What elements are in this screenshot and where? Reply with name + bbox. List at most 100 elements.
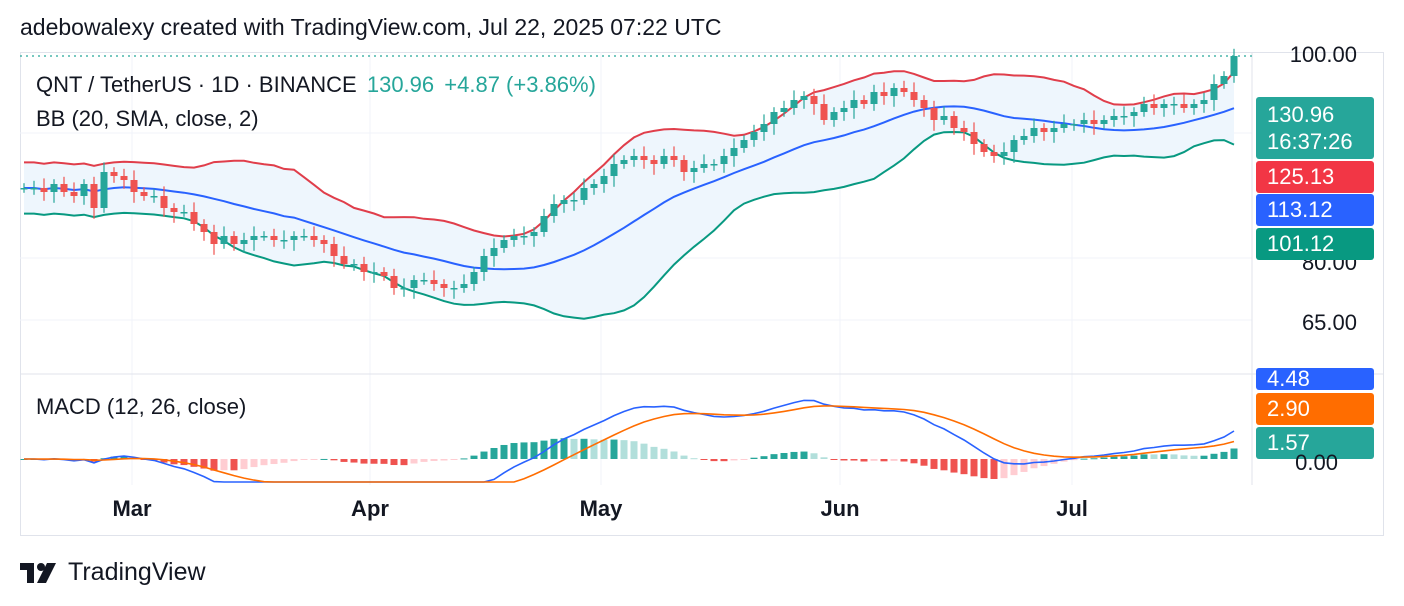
macd-histogram-bar (1220, 451, 1228, 459)
tradingview-logo-icon (20, 562, 56, 583)
macd-axis-zero: 0.00 (1295, 450, 1338, 475)
candle-body (1020, 136, 1028, 140)
candle-body (1080, 120, 1088, 124)
candle-body (660, 156, 668, 164)
candle-body (960, 128, 968, 132)
tradingview-brand[interactable]: TradingView (20, 558, 206, 587)
macd-histogram-bar (230, 459, 238, 471)
macd-histogram-bar (810, 453, 818, 459)
chart-frame[interactable] (20, 52, 1384, 536)
macd-histogram-bar (830, 459, 838, 460)
candle-body (990, 152, 998, 156)
macd-histogram-bar (990, 459, 998, 480)
macd-histogram-bar (460, 458, 468, 460)
macd-histogram-bar (520, 442, 528, 459)
candle-body (430, 280, 438, 284)
macd-histogram-bar (640, 443, 648, 459)
macd-histogram-bar (390, 459, 398, 466)
macd-histogram-bar (410, 459, 418, 464)
macd-histogram-bar (420, 459, 428, 462)
candle-body (590, 184, 598, 188)
candle-body (550, 204, 558, 216)
macd-histogram-bar (880, 459, 888, 462)
candle-body (1050, 128, 1058, 132)
candle-body (240, 240, 248, 244)
symbol-name[interactable]: QNT / TetherUS · 1D · BINANCE (36, 72, 357, 97)
macd-histogram-bar (1210, 453, 1218, 459)
candle-body (280, 240, 288, 242)
macd-histogram-bar (1070, 459, 1078, 461)
bb-legend[interactable]: BB (20, SMA, close, 2) (36, 106, 259, 131)
candle-body (700, 164, 708, 168)
macd-histogram-bar (770, 454, 778, 459)
macd-histogram-bar (610, 439, 618, 459)
macd-histogram-bar (260, 459, 268, 466)
macd-legend[interactable]: MACD (12, 26, close) (36, 394, 247, 419)
macd-histogram-bar (1030, 459, 1038, 469)
candle-body (130, 180, 138, 192)
macd-histogram-bar (330, 459, 338, 461)
macd-histogram-bar (300, 459, 308, 460)
candle-body (90, 184, 98, 208)
macd-histogram-bar (740, 459, 748, 460)
candle-body (1120, 116, 1128, 118)
candle-body (300, 236, 308, 238)
macd-histogram-bar (120, 456, 128, 459)
month-label-jul: Jul (1056, 496, 1088, 521)
candle-body (610, 164, 618, 176)
candle-body (1170, 104, 1178, 106)
macd-histogram-bar (430, 459, 438, 461)
candle-body (680, 160, 688, 172)
macd-histogram-bar (1100, 457, 1108, 459)
last-price: 130.96 (366, 72, 435, 97)
histogram-tag: 1.57 (1256, 427, 1374, 459)
candle-body (80, 184, 88, 196)
candle-body (480, 256, 488, 272)
candle-body (270, 236, 278, 240)
macd-histogram-bar (1190, 455, 1198, 459)
macd-histogram-bar (910, 459, 918, 464)
candle-body (740, 140, 748, 148)
candle-body (1230, 56, 1238, 76)
macd-histogram-bar (270, 459, 278, 465)
bb-upper-line (24, 70, 1235, 238)
month-label-mar: Mar (112, 496, 152, 521)
candle-body (190, 212, 198, 224)
candle-body (810, 96, 818, 104)
macd-histogram-bar (1230, 448, 1238, 459)
candle-body (50, 184, 58, 192)
macd-histogram-bar (630, 441, 638, 459)
macd-histogram-bar (840, 459, 848, 461)
candle-body (1110, 116, 1118, 120)
macd-histogram-bar (700, 459, 708, 460)
candle-body (1200, 100, 1208, 104)
macd-histogram-bar (320, 458, 328, 460)
macd-histogram-bar (620, 440, 628, 459)
symbol-legend: QNT / TetherUS · 1D · BINANCE 130.96 +4.… (36, 72, 600, 98)
macd-histogram-bar (1200, 455, 1208, 459)
candle-body (1130, 112, 1138, 116)
macd-histogram-bar (560, 438, 568, 459)
macd-histogram-bar (1090, 458, 1098, 460)
macd-histogram-bar (980, 459, 988, 479)
candle-body (950, 116, 958, 128)
candle-body (800, 96, 808, 100)
macd-histogram-bar (710, 459, 718, 462)
candle-body (160, 196, 168, 208)
macd-histogram-bar (160, 459, 168, 463)
bar-countdown: 16:37:26 (1267, 129, 1353, 154)
macd-histogram-bar (590, 439, 598, 459)
candle-body (100, 172, 108, 208)
macd-histogram-bar (310, 459, 318, 460)
macd-histogram-bar (1140, 454, 1148, 459)
candle-body (880, 92, 888, 96)
macd-histogram-bar (600, 439, 608, 459)
bb-basis-line (24, 105, 1235, 271)
candle-body (230, 236, 238, 244)
macd-histogram-bar (550, 438, 558, 459)
candle-body (890, 88, 898, 96)
candle-body (180, 212, 188, 214)
candle-body (210, 232, 218, 244)
candle-body (620, 160, 628, 164)
